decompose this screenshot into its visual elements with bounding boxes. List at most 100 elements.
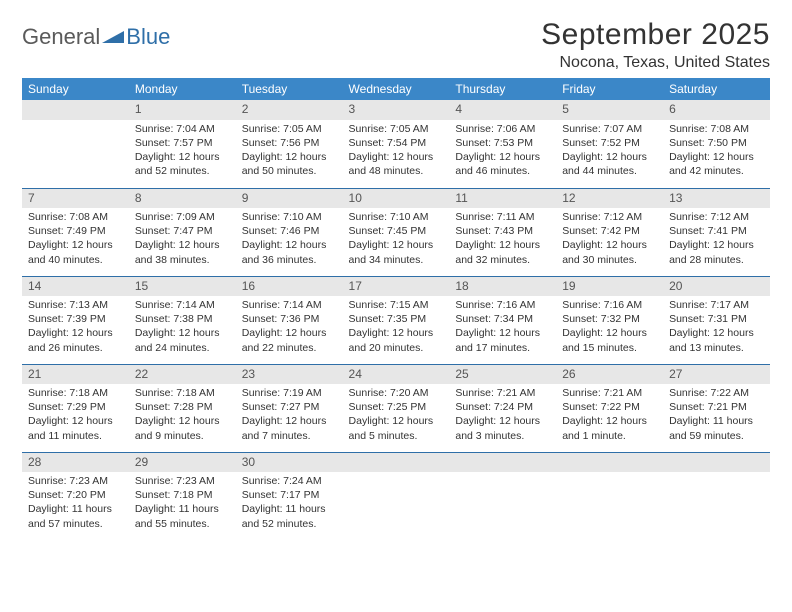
sunrise-line: Sunrise: 7:14 AM (242, 298, 337, 312)
day-details: Sunrise: 7:05 AMSunset: 7:56 PMDaylight:… (236, 120, 343, 183)
sunrise-line: Sunrise: 7:18 AM (28, 386, 123, 400)
sunrise-line: Sunrise: 7:23 AM (135, 474, 230, 488)
sunrise-line: Sunrise: 7:24 AM (242, 474, 337, 488)
sunset-line: Sunset: 7:39 PM (28, 312, 123, 326)
day-details: Sunrise: 7:17 AMSunset: 7:31 PMDaylight:… (663, 296, 770, 359)
daylight-line: Daylight: 12 hours and 5 minutes. (349, 414, 444, 442)
logo-word-1: General (22, 24, 100, 50)
day-number: 30 (236, 453, 343, 473)
sunset-line: Sunset: 7:46 PM (242, 224, 337, 238)
daylight-line: Daylight: 12 hours and 32 minutes. (455, 238, 550, 266)
day-number: 9 (236, 189, 343, 209)
sunset-line: Sunset: 7:20 PM (28, 488, 123, 502)
sunset-line: Sunset: 7:28 PM (135, 400, 230, 414)
sunrise-line: Sunrise: 7:21 AM (562, 386, 657, 400)
day-number: 15 (129, 277, 236, 297)
daylight-line: Daylight: 11 hours and 59 minutes. (669, 414, 764, 442)
weekday-header: Wednesday (343, 78, 450, 100)
day-number: 5 (556, 100, 663, 120)
sunset-line: Sunset: 7:41 PM (669, 224, 764, 238)
day-details: Sunrise: 7:16 AMSunset: 7:32 PMDaylight:… (556, 296, 663, 359)
day-number: 6 (663, 100, 770, 120)
day-number: 21 (22, 365, 129, 385)
day-details: Sunrise: 7:21 AMSunset: 7:22 PMDaylight:… (556, 384, 663, 447)
sunset-line: Sunset: 7:35 PM (349, 312, 444, 326)
day-number: 14 (22, 277, 129, 297)
calendar-cell: 11Sunrise: 7:11 AMSunset: 7:43 PMDayligh… (449, 188, 556, 276)
day-number: 25 (449, 365, 556, 385)
calendar-cell: 6Sunrise: 7:08 AMSunset: 7:50 PMDaylight… (663, 100, 770, 188)
day-number: 23 (236, 365, 343, 385)
sunset-line: Sunset: 7:31 PM (669, 312, 764, 326)
day-number: 11 (449, 189, 556, 209)
calendar-cell: 20Sunrise: 7:17 AMSunset: 7:31 PMDayligh… (663, 276, 770, 364)
daylight-line: Daylight: 12 hours and 1 minute. (562, 414, 657, 442)
sunset-line: Sunset: 7:52 PM (562, 136, 657, 150)
sunset-line: Sunset: 7:45 PM (349, 224, 444, 238)
day-number-bar (556, 453, 663, 473)
day-number: 10 (343, 189, 450, 209)
daylight-line: Daylight: 11 hours and 55 minutes. (135, 502, 230, 530)
day-number: 7 (22, 189, 129, 209)
day-number: 8 (129, 189, 236, 209)
calendar-cell: 26Sunrise: 7:21 AMSunset: 7:22 PMDayligh… (556, 364, 663, 452)
calendar-cell: 28Sunrise: 7:23 AMSunset: 7:20 PMDayligh… (22, 452, 129, 540)
day-details: Sunrise: 7:10 AMSunset: 7:45 PMDaylight:… (343, 208, 450, 271)
sunset-line: Sunset: 7:53 PM (455, 136, 550, 150)
calendar-cell (663, 452, 770, 540)
sunrise-line: Sunrise: 7:10 AM (349, 210, 444, 224)
day-number: 2 (236, 100, 343, 120)
day-details: Sunrise: 7:08 AMSunset: 7:49 PMDaylight:… (22, 208, 129, 271)
sunrise-line: Sunrise: 7:22 AM (669, 386, 764, 400)
calendar-cell: 29Sunrise: 7:23 AMSunset: 7:18 PMDayligh… (129, 452, 236, 540)
title-block: September 2025 Nocona, Texas, United Sta… (541, 18, 770, 72)
calendar-week-row: 7Sunrise: 7:08 AMSunset: 7:49 PMDaylight… (22, 188, 770, 276)
header: General Blue September 2025 Nocona, Texa… (22, 18, 770, 72)
daylight-line: Daylight: 11 hours and 57 minutes. (28, 502, 123, 530)
sunset-line: Sunset: 7:50 PM (669, 136, 764, 150)
calendar-week-row: 21Sunrise: 7:18 AMSunset: 7:29 PMDayligh… (22, 364, 770, 452)
daylight-line: Daylight: 11 hours and 52 minutes. (242, 502, 337, 530)
day-number: 1 (129, 100, 236, 120)
calendar-cell: 9Sunrise: 7:10 AMSunset: 7:46 PMDaylight… (236, 188, 343, 276)
day-details: Sunrise: 7:24 AMSunset: 7:17 PMDaylight:… (236, 472, 343, 535)
calendar-cell: 10Sunrise: 7:10 AMSunset: 7:45 PMDayligh… (343, 188, 450, 276)
day-details: Sunrise: 7:05 AMSunset: 7:54 PMDaylight:… (343, 120, 450, 183)
sunrise-line: Sunrise: 7:16 AM (455, 298, 550, 312)
day-number: 26 (556, 365, 663, 385)
sunset-line: Sunset: 7:47 PM (135, 224, 230, 238)
weekday-header: Friday (556, 78, 663, 100)
daylight-line: Daylight: 12 hours and 17 minutes. (455, 326, 550, 354)
calendar-cell (556, 452, 663, 540)
sunset-line: Sunset: 7:29 PM (28, 400, 123, 414)
day-number: 29 (129, 453, 236, 473)
sunset-line: Sunset: 7:17 PM (242, 488, 337, 502)
daylight-line: Daylight: 12 hours and 3 minutes. (455, 414, 550, 442)
sunrise-line: Sunrise: 7:12 AM (562, 210, 657, 224)
sunrise-line: Sunrise: 7:13 AM (28, 298, 123, 312)
calendar-cell: 19Sunrise: 7:16 AMSunset: 7:32 PMDayligh… (556, 276, 663, 364)
sunset-line: Sunset: 7:21 PM (669, 400, 764, 414)
sunset-line: Sunset: 7:56 PM (242, 136, 337, 150)
calendar-cell: 1Sunrise: 7:04 AMSunset: 7:57 PMDaylight… (129, 100, 236, 188)
calendar-cell: 5Sunrise: 7:07 AMSunset: 7:52 PMDaylight… (556, 100, 663, 188)
day-details: Sunrise: 7:19 AMSunset: 7:27 PMDaylight:… (236, 384, 343, 447)
day-details: Sunrise: 7:10 AMSunset: 7:46 PMDaylight:… (236, 208, 343, 271)
sunrise-line: Sunrise: 7:20 AM (349, 386, 444, 400)
calendar-cell: 23Sunrise: 7:19 AMSunset: 7:27 PMDayligh… (236, 364, 343, 452)
day-number: 18 (449, 277, 556, 297)
day-details: Sunrise: 7:15 AMSunset: 7:35 PMDaylight:… (343, 296, 450, 359)
sunrise-line: Sunrise: 7:08 AM (669, 122, 764, 136)
sunrise-line: Sunrise: 7:10 AM (242, 210, 337, 224)
location: Nocona, Texas, United States (541, 54, 770, 72)
calendar-cell: 2Sunrise: 7:05 AMSunset: 7:56 PMDaylight… (236, 100, 343, 188)
sunset-line: Sunset: 7:54 PM (349, 136, 444, 150)
sunrise-line: Sunrise: 7:18 AM (135, 386, 230, 400)
logo-triangle-icon (102, 29, 124, 45)
day-number: 4 (449, 100, 556, 120)
weekday-header: Saturday (663, 78, 770, 100)
daylight-line: Daylight: 12 hours and 34 minutes. (349, 238, 444, 266)
day-details: Sunrise: 7:13 AMSunset: 7:39 PMDaylight:… (22, 296, 129, 359)
day-number-bar (449, 453, 556, 473)
calendar-cell (449, 452, 556, 540)
